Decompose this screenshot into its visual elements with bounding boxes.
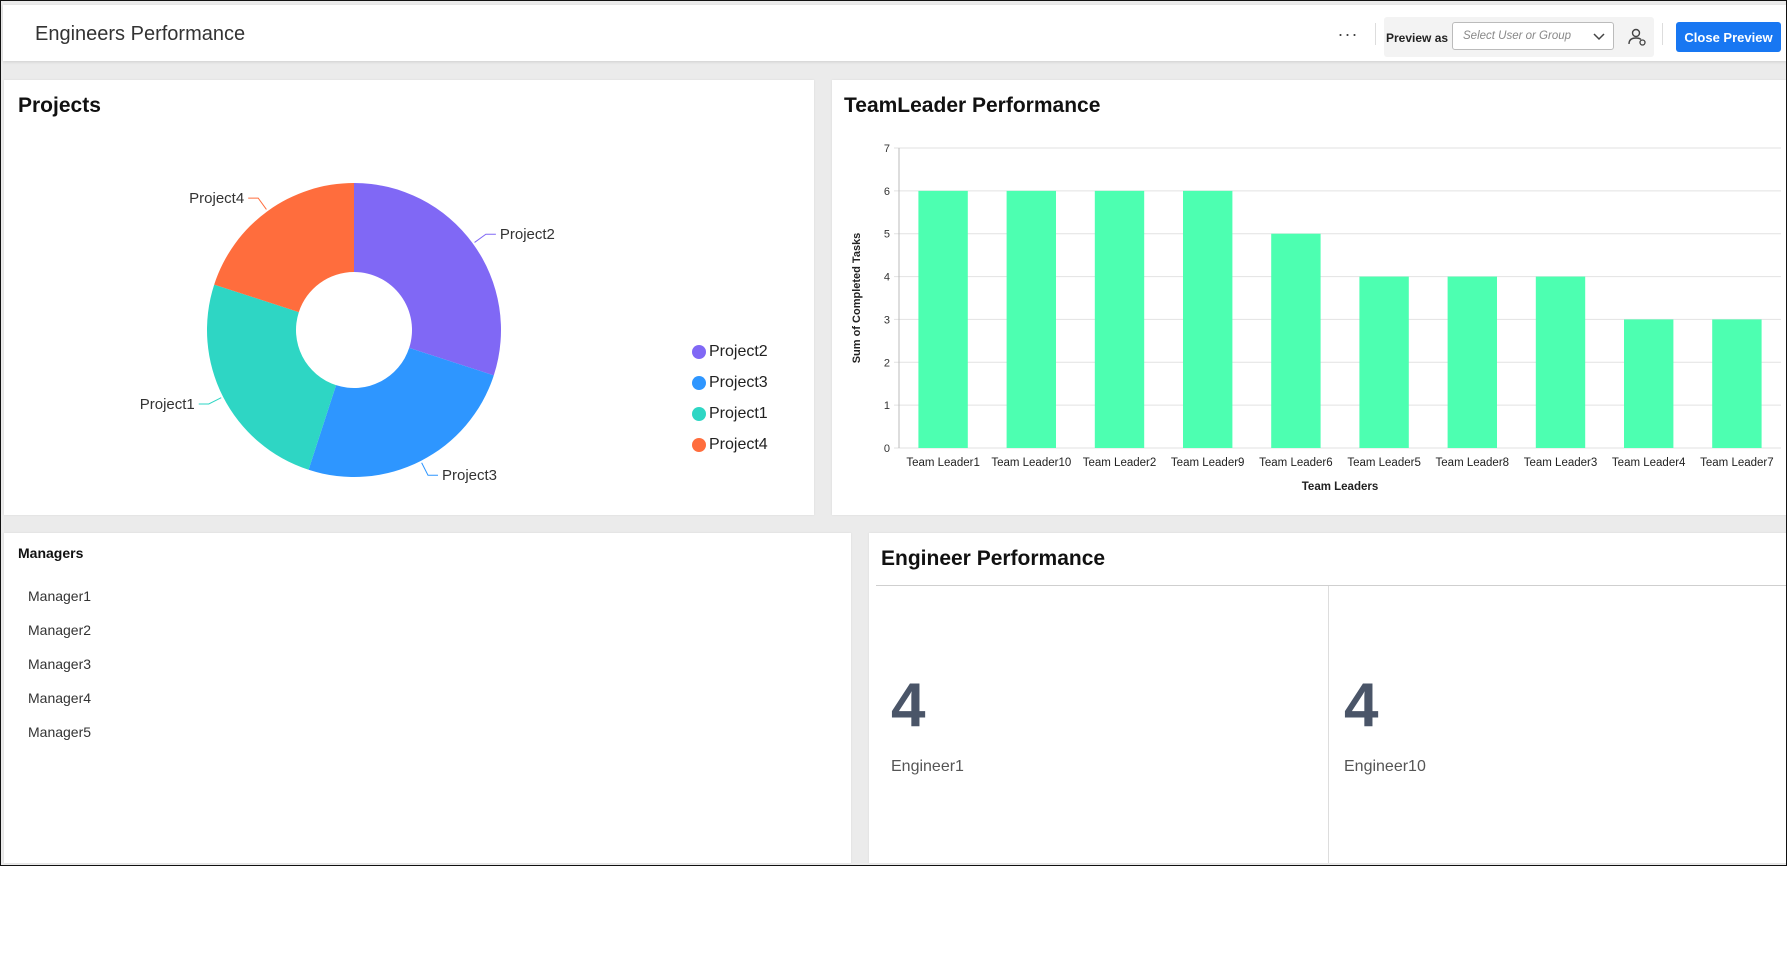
x-tick-label: Team Leader10 xyxy=(991,457,1071,469)
kpi-label: Engineer10 xyxy=(1344,758,1426,775)
bar[interactable] xyxy=(1183,190,1233,448)
pie-label-line xyxy=(474,233,496,243)
user-group-icon[interactable] xyxy=(1625,25,1649,49)
kpi-value: 4 xyxy=(1344,671,1379,740)
teamleader-panel: TeamLeader Performance 0 1 2 3 4 5 6 7 Team Lead… xyxy=(832,80,1786,515)
legend-dot-icon xyxy=(692,344,706,359)
pie-label: Project2 xyxy=(500,226,555,243)
x-tick-label: Team Leader5 xyxy=(1347,457,1421,469)
x-tick-label: Team Leader7 xyxy=(1700,457,1774,469)
preview-as-label: Preview as xyxy=(1386,31,1449,45)
y-tick-label: 3 xyxy=(884,314,890,326)
bar[interactable] xyxy=(1271,233,1321,448)
legend-item[interactable]: Project2 xyxy=(692,336,768,367)
pie-label-line xyxy=(248,197,267,210)
x-tick-label: Team Leader9 xyxy=(1171,457,1245,469)
bar[interactable] xyxy=(1447,276,1497,448)
bar[interactable] xyxy=(1006,190,1056,448)
more-options-button[interactable]: ··· xyxy=(1337,23,1359,44)
list-item[interactable]: Manager3 xyxy=(28,656,92,672)
x-tick-label: Team Leader2 xyxy=(1083,457,1157,469)
teamleader-title: TeamLeader Performance xyxy=(844,94,1101,117)
bar[interactable] xyxy=(918,190,968,448)
select-user-placeholder: Select User or Group xyxy=(1463,30,1572,42)
legend-item[interactable]: Project3 xyxy=(692,367,768,398)
y-tick-label: 5 xyxy=(884,229,890,241)
x-tick-label: Team Leader1 xyxy=(906,457,980,469)
list-item[interactable]: Manager2 xyxy=(28,622,92,638)
divider xyxy=(1662,23,1663,45)
legend-label: Project3 xyxy=(709,373,768,391)
bar[interactable] xyxy=(1624,319,1674,448)
projects-panel: Projects Project2 Project3 Project1 Project… xyxy=(4,80,814,515)
y-tick-label: 0 xyxy=(884,443,890,455)
legend-item[interactable]: Project1 xyxy=(692,398,768,429)
pie-slice[interactable] xyxy=(214,183,354,313)
list-item[interactable]: Manager1 xyxy=(28,588,92,604)
y-tick-label: 2 xyxy=(884,357,890,369)
pie-label-line xyxy=(198,397,222,405)
y-axis-label: Sum of Completed Tasks xyxy=(851,233,863,364)
legend-item[interactable]: Project4 xyxy=(692,429,768,460)
top-bar: Engineers Performance ··· Preview as Sel… xyxy=(3,5,1786,61)
y-tick-label: 4 xyxy=(884,272,890,284)
managers-list: Manager1 Manager2 Manager3 Manager4 Mana… xyxy=(28,579,91,749)
y-tick-label: 7 xyxy=(884,143,890,155)
legend-dot-icon xyxy=(692,437,706,452)
legend-dot-icon xyxy=(692,406,706,421)
divider xyxy=(1375,23,1376,45)
legend-label: Project1 xyxy=(709,404,768,422)
y-tick-label: 1 xyxy=(884,400,890,412)
chevron-down-icon xyxy=(1589,26,1609,51)
legend-label: Project2 xyxy=(709,342,768,360)
managers-panel: Managers Manager1 Manager2 Manager3 Mana… xyxy=(4,533,851,863)
list-item[interactable]: Manager5 xyxy=(28,724,92,740)
x-tick-label: Team Leader3 xyxy=(1524,457,1598,469)
dashboard-frame: Engineers Performance ··· Preview as Sel… xyxy=(0,0,1787,866)
divider xyxy=(1328,586,1329,863)
kpi-label: Engineer1 xyxy=(891,758,964,775)
divider xyxy=(876,585,1786,586)
x-tick-label: Team Leader6 xyxy=(1259,457,1333,469)
projects-donut-chart: Project2 Project3 Project1 Project4 xyxy=(140,183,555,484)
dashboard-title: Engineers Performance xyxy=(35,23,246,45)
teamleader-bar-chart: 0 1 2 3 4 5 6 7 Team Leader1 Team Leader10 Team Le… xyxy=(851,143,1781,493)
bar[interactable] xyxy=(1535,276,1586,448)
bar[interactable] xyxy=(1094,190,1145,448)
managers-title: Managers xyxy=(18,545,84,561)
pie-label: Project1 xyxy=(140,396,195,413)
y-tick-label: 6 xyxy=(884,186,890,198)
bar[interactable] xyxy=(1359,276,1409,448)
close-preview-button[interactable]: Close Preview xyxy=(1676,22,1781,52)
pie-label: Project3 xyxy=(442,467,497,484)
select-user-dropdown[interactable]: Select User or Group xyxy=(1452,22,1614,50)
pie-slice[interactable] xyxy=(354,183,501,376)
x-tick-label: Team Leader8 xyxy=(1436,457,1510,469)
x-tick-label: Team Leader4 xyxy=(1612,457,1686,469)
pie-label: Project4 xyxy=(189,190,244,207)
list-item[interactable]: Manager4 xyxy=(28,690,92,706)
legend-label: Project4 xyxy=(709,435,768,453)
x-axis-label: Team Leaders xyxy=(1302,481,1379,493)
projects-legend: Project2 Project3 Project1 Project4 xyxy=(692,336,768,460)
engineer-panel: Engineer Performance 4 Engineer1 4 Engin… xyxy=(869,533,1786,863)
pie-slice[interactable] xyxy=(207,284,337,470)
pie-slice[interactable] xyxy=(308,347,494,477)
projects-title: Projects xyxy=(18,94,101,117)
bar[interactable] xyxy=(1712,319,1762,448)
kpi-value: 4 xyxy=(891,671,926,740)
pie-label-line xyxy=(421,462,439,476)
legend-dot-icon xyxy=(692,375,706,390)
engineer-title: Engineer Performance xyxy=(881,547,1106,570)
